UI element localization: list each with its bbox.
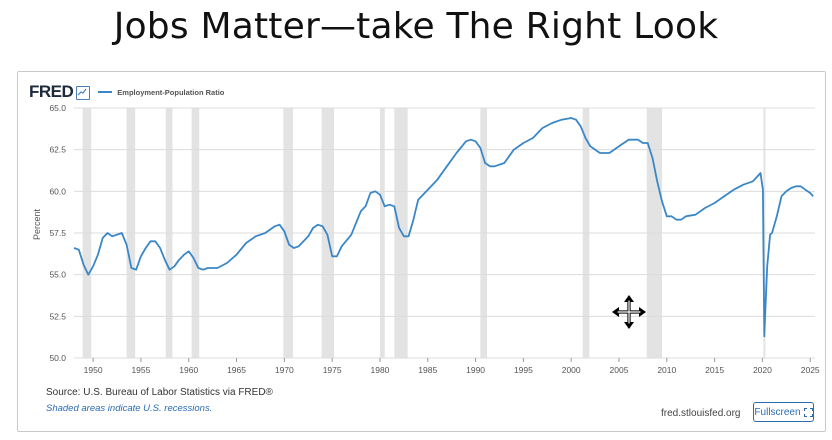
fred-url[interactable]: fred.stlouisfed.org bbox=[661, 408, 741, 419]
x-tick-label: 2000 bbox=[562, 365, 581, 375]
x-tick-label: 2015 bbox=[705, 365, 724, 375]
y-tick-label: 55.0 bbox=[49, 270, 66, 280]
y-tick-label: 50.0 bbox=[49, 353, 66, 363]
x-tick-label: 2010 bbox=[657, 365, 676, 375]
x-tick-label: 2025 bbox=[801, 365, 820, 375]
y-tick-label: 57.5 bbox=[49, 228, 66, 238]
y-tick-label: 52.5 bbox=[49, 311, 66, 321]
series-line bbox=[73, 117, 814, 338]
source-note: Source: U.S. Bureau of Labor Statistics … bbox=[46, 387, 273, 398]
x-tick-label: 1960 bbox=[179, 365, 198, 375]
fred-chart-frame: FRED Employment-Population Ratio Percent… bbox=[17, 71, 826, 432]
move-cursor-icon bbox=[612, 295, 646, 329]
legend-entry: Employment-Population Ratio bbox=[117, 87, 225, 97]
x-tick-label: 2020 bbox=[753, 365, 772, 375]
recession-note: Shaded areas indicate U.S. recessions. bbox=[46, 403, 213, 414]
x-tick-label: 1975 bbox=[323, 365, 342, 375]
y-tick-label: 60.0 bbox=[49, 186, 66, 196]
x-tick-label: 1995 bbox=[514, 365, 533, 375]
x-tick-label: 1990 bbox=[466, 365, 485, 375]
x-tick-label: 1970 bbox=[275, 365, 294, 375]
slide-title: Jobs Matter—take The Right Look bbox=[113, 6, 719, 47]
x-tick-label: 1950 bbox=[84, 365, 103, 375]
chart-plot-area[interactable]: 50.0 52.5 55.0 57.5 60.0 62.5 65.0 1950 1955 1960… bbox=[18, 72, 825, 377]
fred-chart-header: FRED Employment-Population Ratio bbox=[29, 82, 225, 101]
x-tick-label: 2005 bbox=[610, 365, 629, 375]
fred-graph-icon bbox=[76, 86, 91, 100]
y-tick-label: 65.0 bbox=[49, 103, 66, 113]
x-tick-label: 1985 bbox=[418, 365, 437, 375]
legend-swatch bbox=[98, 91, 113, 93]
fullscreen-button[interactable]: Fullscreen bbox=[753, 402, 814, 422]
x-tick-label: 1965 bbox=[227, 365, 246, 375]
fullscreen-label: Fullscreen bbox=[754, 406, 801, 418]
expand-icon bbox=[803, 407, 813, 417]
x-tick-label: 1955 bbox=[131, 365, 150, 375]
x-tick-label: 1980 bbox=[371, 365, 390, 375]
fred-logo: FRED bbox=[29, 82, 74, 101]
y-tick-label: 62.5 bbox=[49, 145, 66, 155]
